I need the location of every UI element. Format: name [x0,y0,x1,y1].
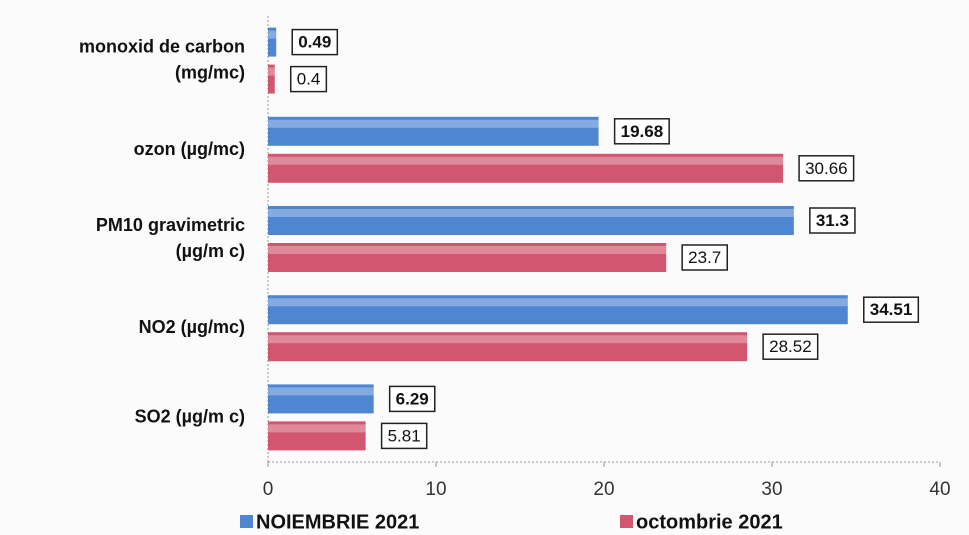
data-label: 23.7 [681,244,729,271]
label-box [798,155,855,182]
data-label: 30.66 [798,155,855,182]
category-label: NO2 (µg/mc) [139,317,245,337]
data-label: 6.29 [388,385,436,413]
legend-swatch [620,515,633,528]
data-label-text: 5.81 [388,426,421,445]
bar-highlight [268,387,374,396]
category-line: NO2 (µg/mc) [139,317,245,337]
label-box [762,333,819,360]
bar-highlight [268,156,784,165]
bar [268,295,848,325]
data-label-text: 23.7 [688,248,721,267]
x-tick-label: 40 [929,479,950,500]
bar [268,332,748,362]
label-box [289,65,328,93]
category-line: monoxid de carbon [79,36,245,56]
data-label-text: 30.66 [805,159,848,178]
bar-highlight [268,119,599,128]
bar [268,243,667,272]
category-line: ozon (µg/mc) [134,139,245,159]
category-label: monoxid de carbon (mg/mc) [79,36,245,82]
category-line: PM10 gravimetric [96,215,245,235]
label-box [681,244,729,271]
data-label-text: 31.3 [816,211,849,230]
x-tick-label: 0 [263,479,274,500]
data-label-text: 28.52 [769,337,812,356]
data-label-text: 0.4 [297,70,321,89]
label-box [388,385,436,413]
data-label: 5.81 [380,422,428,450]
bar [268,116,599,146]
bar-highlight [268,209,794,217]
data-label: 0.49 [291,28,339,56]
label-box [380,422,428,450]
bar [268,27,277,57]
label-box [613,118,670,145]
bar [268,206,794,235]
data-label: 31.3 [809,207,856,234]
bar-highlight [268,30,277,39]
x-tick-label: 10 [425,479,446,500]
label-box [863,296,920,323]
legend-swatch [240,515,253,528]
data-label-text: 34.51 [870,300,913,319]
data-label: 28.52 [762,333,819,360]
x-tick-label: 20 [593,479,614,500]
bar [268,153,784,183]
data-label: 34.51 [863,296,920,323]
bar-highlight [268,67,275,76]
bar-highlight [268,335,748,344]
category-label: ozon (µg/mc) [134,139,245,159]
x-tick-label: 30 [761,479,782,500]
bar-highlight [268,298,848,307]
category-line: (mg/mc) [175,62,245,82]
data-label: 0.4 [289,65,328,93]
bar-highlight [268,246,667,254]
legend-label: octombrie 2021 [636,511,783,533]
label-box [809,207,856,234]
label-box [291,28,339,56]
data-label: 19.68 [613,118,670,145]
category-label: PM10 gravimetric (µg/m c) [96,215,245,261]
data-label-text: 6.29 [396,389,429,408]
data-label-text: 19.68 [621,122,664,141]
bar [268,64,275,94]
bar [268,421,366,451]
category-line: SO2 (µg/m c) [135,406,245,426]
category-label: SO2 (µg/m c) [135,406,245,426]
data-label-text: 0.49 [298,33,331,52]
legend-label: NOIEMBRIE 2021 [256,511,419,533]
category-line: (µg/m c) [176,241,245,261]
bar-highlight [268,424,366,433]
bar [268,384,374,414]
